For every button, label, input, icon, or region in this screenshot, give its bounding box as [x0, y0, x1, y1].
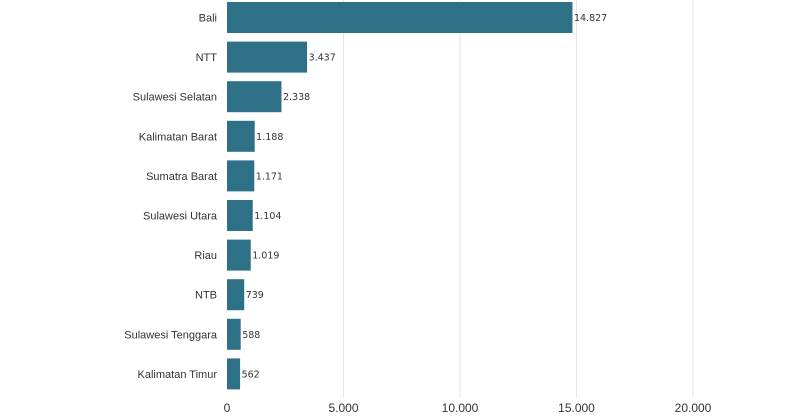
value-label: 1.171 — [256, 171, 283, 182]
category-labels: Bali NTT Sulawesi Selatan Kalimatan Barat Su… — [124, 13, 218, 381]
category-label: Sulawesi Tenggara — [124, 329, 218, 341]
x-tick-label: 0 — [224, 401, 231, 415]
bar — [227, 41, 308, 73]
category-label: NTB — [195, 290, 217, 302]
value-label: 1.188 — [256, 132, 283, 143]
category-label: NTT — [196, 52, 218, 64]
value-label: 562 — [242, 369, 260, 380]
x-tick-label: 15.000 — [558, 401, 595, 415]
category-label: Sulawesi Utara — [143, 211, 218, 223]
category-label: Sumatra Barat — [146, 171, 217, 183]
bar — [227, 2, 573, 33]
value-label: 739 — [246, 290, 264, 301]
x-tick-label: 10.000 — [442, 401, 479, 415]
category-label: Sulawesi Selatan — [133, 92, 217, 104]
bar — [227, 160, 255, 192]
bar — [227, 120, 255, 152]
category-label: Bali — [199, 13, 217, 25]
bar — [227, 358, 241, 390]
bars — [227, 2, 573, 390]
value-label: 588 — [242, 330, 260, 341]
gridlines — [343, 0, 694, 398]
value-label: 14.827 — [574, 13, 607, 24]
value-label: 3.437 — [309, 53, 336, 64]
category-label: Riau — [194, 250, 217, 262]
x-axis-ticks: 0 5.000 10.000 15.000 20.000 — [224, 401, 712, 415]
bar — [227, 279, 245, 311]
category-label: Kalimatan Timur — [138, 369, 218, 381]
category-label: Kalimatan Barat — [139, 131, 217, 143]
bar — [227, 81, 282, 113]
bar — [227, 200, 253, 231]
x-tick-label: 20.000 — [675, 401, 712, 415]
value-label: 1.019 — [252, 251, 279, 262]
value-labels: 14.827 3.437 2.338 1.188 1.171 1.104 1.019 739 5… — [242, 13, 608, 380]
value-label: 2.338 — [283, 92, 310, 103]
x-tick-label: 5.000 — [328, 401, 358, 415]
value-label: 1.104 — [254, 211, 281, 222]
bar — [227, 318, 241, 350]
bar — [227, 239, 251, 271]
